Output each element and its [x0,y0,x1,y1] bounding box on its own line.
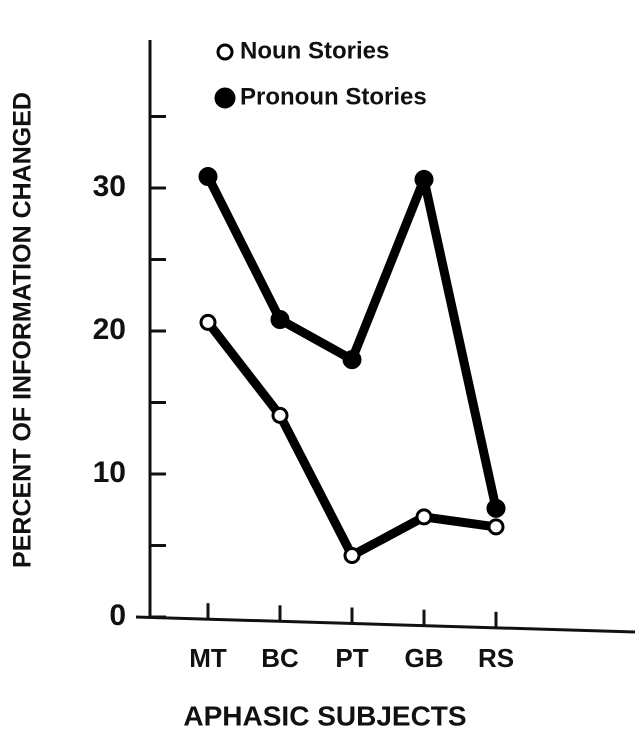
legend-label: Pronoun Stories [240,83,427,110]
y-tick-label: 20 [93,313,126,346]
legend-marker [214,87,236,109]
legend-marker [216,43,234,61]
point [199,313,217,331]
x-tick-label: MT [189,643,227,673]
series-line [203,174,501,510]
point [414,169,434,189]
point [486,498,506,518]
legend-label: Noun Stories [240,37,389,64]
x-tick-label: BC [261,643,299,673]
x-tick-label: RS [478,643,514,673]
y-tick-label: 30 [93,170,126,203]
x-axis-label: APHASIC SUBJECTS [183,700,466,731]
point [415,508,433,526]
point [198,167,218,187]
y-tick-label: 0 [109,599,126,632]
x-tick-label: PT [335,643,368,673]
point [270,310,290,330]
point [342,350,362,370]
point [343,547,361,565]
point [271,406,289,424]
y-axis-label: PERCENT OF INFORMATION CHANGED [9,92,37,568]
x-tick-label: GB [405,643,444,673]
y-tick-label: 10 [93,456,126,489]
point [487,518,505,536]
x-axis [135,615,636,634]
